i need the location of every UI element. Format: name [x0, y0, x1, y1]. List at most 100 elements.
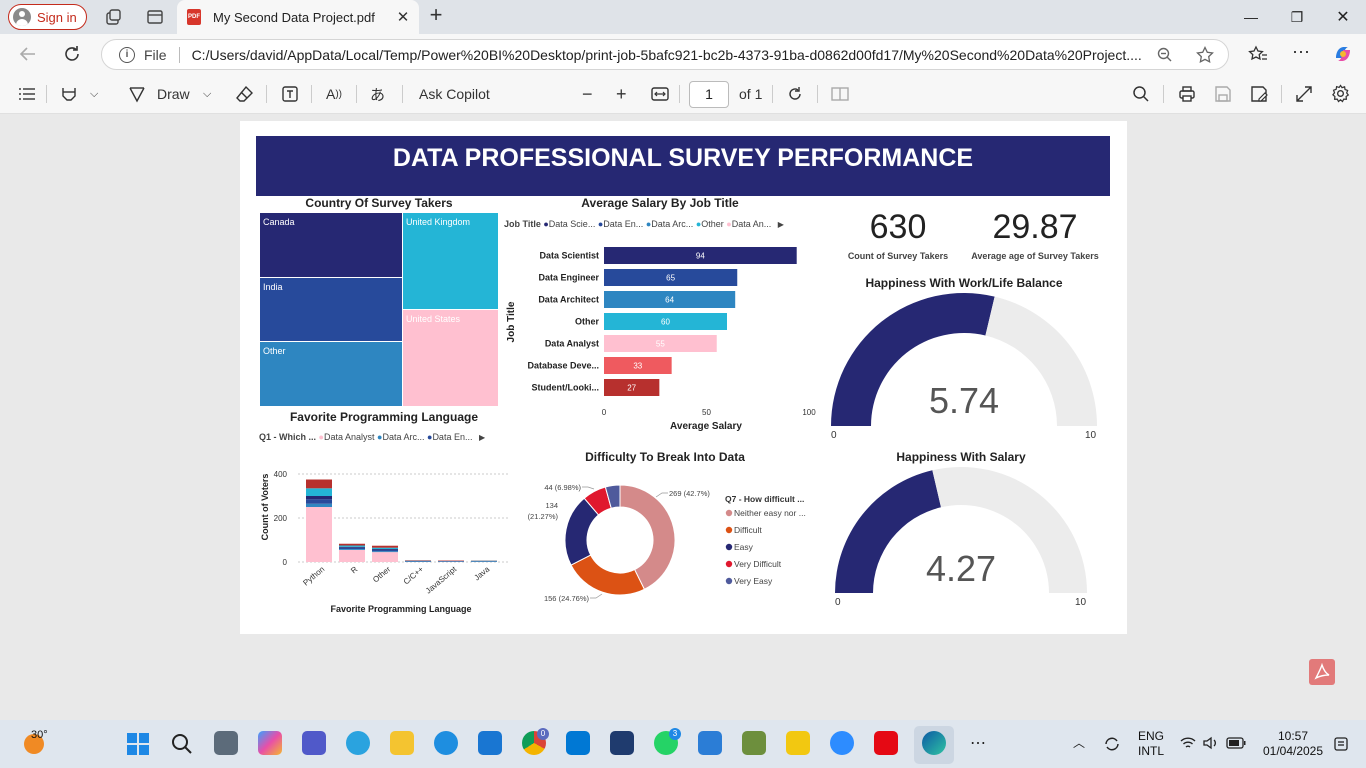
task-view-icon[interactable]: [214, 731, 238, 755]
salary-category-label: Data Analyst: [545, 339, 599, 349]
address-bar[interactable]: i File C:/Users/david/AppData/Local/Temp…: [101, 39, 1229, 70]
fullscreen-icon[interactable]: [1295, 85, 1313, 103]
salary-legend: Job Title ●Data Scie... ●Data En... ●Dat…: [504, 219, 784, 229]
fit-to-width-icon[interactable]: [651, 85, 669, 103]
settings-gear-icon[interactable]: [1331, 84, 1350, 103]
volume-icon[interactable]: [1203, 736, 1219, 750]
draw-button[interactable]: Draw: [157, 86, 190, 102]
eraser-icon[interactable]: [236, 85, 254, 103]
teams-icon[interactable]: [302, 731, 326, 755]
minimize-button[interactable]: —: [1244, 9, 1258, 25]
zoom-in-button[interactable]: +: [616, 83, 627, 104]
lang-y-tick: 400: [274, 470, 288, 479]
salary-x-tick: 50: [702, 408, 711, 417]
legend-next-icon[interactable]: ▶: [478, 433, 486, 442]
salary-x-tick: 0: [602, 408, 607, 417]
restore-button[interactable]: ❐: [1290, 8, 1304, 25]
search-icon[interactable]: [1132, 85, 1150, 103]
wifi-icon[interactable]: [1180, 736, 1196, 750]
save-as-icon[interactable]: [1250, 85, 1268, 103]
workspaces-icon[interactable]: [104, 8, 122, 26]
tab-active[interactable]: PDF My Second Data Project.pdf ✕: [177, 0, 419, 34]
copilot-icon[interactable]: [1332, 43, 1354, 65]
difficulty-donut-chart: 269 (42.7%) 156 (24.76%) 134 (21.27%) 44 (6.…: [528, 483, 806, 603]
contents-icon[interactable]: [18, 86, 36, 102]
lang-bar-segment: [339, 549, 365, 550]
salary-data-label: 60: [661, 318, 670, 327]
legend-next-icon[interactable]: ▶: [777, 220, 784, 229]
help-icon[interactable]: [434, 731, 458, 755]
page-count: of 1: [739, 86, 763, 102]
draw-icon[interactable]: [128, 85, 146, 103]
copilot-app-icon[interactable]: [258, 731, 282, 755]
rotate-icon[interactable]: [786, 85, 804, 103]
print-icon[interactable]: [1178, 85, 1196, 103]
sign-in-button[interactable]: Sign in: [8, 4, 87, 30]
edge-icon[interactable]: [922, 731, 946, 755]
clock[interactable]: 10:57 01/04/2025: [1258, 729, 1328, 759]
pdf-toolbar: [0, 74, 1366, 114]
wlb-gauge-value: 5.74: [928, 380, 1000, 421]
back-icon[interactable]: [18, 45, 38, 63]
sync-icon[interactable]: [1102, 734, 1122, 754]
myhp-icon[interactable]: [478, 731, 502, 755]
close-tab-icon[interactable]: ✕: [396, 9, 410, 26]
salary-x-axis-label: Average Salary: [670, 421, 742, 432]
start-windows-icon[interactable]: [126, 732, 150, 756]
weather-icon[interactable]: [24, 734, 44, 754]
donut-data-label: (21.27%): [528, 512, 559, 521]
lang-legend-title: Q1 - Which ...: [259, 432, 317, 442]
zoom-icon[interactable]: [830, 731, 854, 755]
input-language[interactable]: ENG INTL: [1134, 729, 1168, 759]
show-hidden-icons[interactable]: ︿: [1073, 736, 1086, 750]
vertical-tabs-icon[interactable]: [146, 8, 164, 26]
highlight-icon[interactable]: [60, 85, 78, 103]
highlight-options-chevron-icon[interactable]: ⌵: [90, 87, 99, 100]
ask-copilot-button[interactable]: Ask Copilot: [419, 86, 490, 102]
store-icon[interactable]: [566, 731, 590, 755]
notifications-icon[interactable]: [1333, 736, 1349, 752]
vscode-icon[interactable]: [698, 731, 722, 755]
toolbar-divider: [772, 85, 773, 103]
lang-category-label: R: [349, 564, 359, 575]
page-number-input[interactable]: 1: [689, 81, 729, 108]
save-icon[interactable]: [1214, 85, 1232, 103]
lang-bar-segment: [306, 479, 332, 489]
battery-icon[interactable]: [1226, 737, 1246, 749]
zoom-out-button[interactable]: −: [582, 83, 593, 104]
taskbar-search-icon[interactable]: [170, 732, 194, 756]
read-aloud-icon[interactable]: A)): [326, 86, 343, 102]
favorites-icon[interactable]: [1248, 45, 1268, 63]
netflix-icon[interactable]: [874, 731, 898, 755]
salary-bar-chart: Data Scientist 94 Data Engineer 65 Data Arch…: [506, 247, 816, 432]
lang-legend-item: Data Analyst: [323, 432, 375, 442]
telegram-icon[interactable]: [346, 731, 370, 755]
more-menu-icon[interactable]: ⋯: [1292, 42, 1310, 62]
translate-icon[interactable]: あ: [370, 86, 386, 104]
taskbar-more-icon[interactable]: ⋯: [970, 735, 986, 752]
tab-title: My Second Data Project.pdf: [213, 9, 375, 25]
acrobat-icon[interactable]: [1309, 659, 1335, 685]
app-icon[interactable]: [742, 731, 766, 755]
donut-legend-swatch: [725, 560, 733, 568]
salary-bar: [604, 379, 660, 396]
refresh-icon[interactable]: [62, 44, 82, 64]
kpi-count-value: 630: [869, 208, 927, 246]
power-bi-icon[interactable]: [786, 731, 810, 755]
zoom-out-icon[interactable]: [1156, 46, 1174, 64]
app-icon[interactable]: [610, 731, 634, 755]
new-tab-button[interactable]: +: [429, 2, 443, 27]
salary-gauge-max: 10: [1075, 597, 1087, 608]
donut-slice: [604, 484, 621, 509]
info-icon[interactable]: i: [119, 46, 135, 63]
toolbar-divider: [817, 85, 818, 103]
close-window-button[interactable]: ✕: [1336, 9, 1350, 26]
draw-options-chevron-icon[interactable]: ⌵: [203, 87, 212, 100]
file-explorer-icon[interactable]: [390, 731, 414, 755]
lang-bar-segment: [306, 499, 332, 504]
donut-data-label: 156 (24.76%): [544, 594, 590, 603]
favorite-star-icon[interactable]: [1196, 45, 1214, 64]
page-view-icon[interactable]: [831, 86, 849, 102]
salary-legend-item: Data Arc...: [651, 219, 694, 229]
text-box-icon[interactable]: [281, 85, 299, 103]
